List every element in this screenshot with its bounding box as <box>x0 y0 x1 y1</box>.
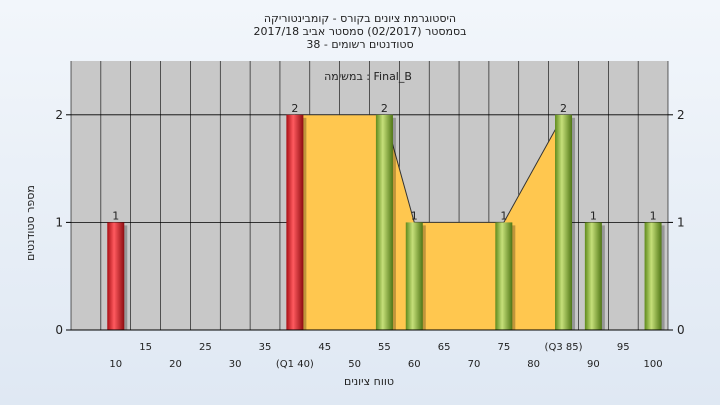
bar <box>375 114 393 330</box>
x-tick-label-top: 45 <box>318 342 331 353</box>
chart-title-line-1: היסטוגרמת ציונים בקורס - קומבינטוריקה <box>264 12 456 25</box>
x-tick-label-bottom: 20 <box>169 359 182 370</box>
x-tick-label-top: 75 <box>497 342 510 353</box>
x-tick-label-top: 65 <box>438 342 451 353</box>
y-tick-label-left: 1 <box>55 215 63 229</box>
bar-value-label: 1 <box>650 209 657 222</box>
y-axis-ticks: 0 0 1 1 2 2 <box>55 108 684 337</box>
chart-subtitle: במשימה : Final_B <box>324 70 412 83</box>
bar-value-label: 1 <box>590 209 597 222</box>
y-tick-label-right: 0 <box>677 323 685 337</box>
x-tick-label-top: 95 <box>617 342 630 353</box>
chart-title-line-2: בסמסטר (02/2017) סמסטר אביב 2017/18 <box>253 25 466 38</box>
x-tick-label-bottom: 100 <box>644 359 663 370</box>
x-tick-label-bottom: 30 <box>229 359 242 370</box>
x-tick-label-bottom: 70 <box>468 359 481 370</box>
bar-value-label: 1 <box>500 209 507 222</box>
y-tick-label-left: 2 <box>55 108 63 122</box>
x-tick-label-top: 55 <box>378 342 391 353</box>
x-tick-label-bottom: 80 <box>527 359 540 370</box>
bar-value-label: 1 <box>411 209 418 222</box>
bar-value-label: 2 <box>560 102 567 115</box>
bar-value-label: 1 <box>112 209 119 222</box>
chart-title-line-3: סטודנטים רשומים - 38 <box>306 38 413 51</box>
y-tick-label-right: 1 <box>677 215 685 229</box>
bar <box>107 222 125 330</box>
x-tick-label-top: (Q3 85) <box>545 342 583 353</box>
bars <box>107 114 665 330</box>
x-tick-label-bottom: (Q1 40) <box>276 359 314 370</box>
bar-value-label: 2 <box>291 102 298 115</box>
y-tick-label-left: 0 <box>55 323 63 337</box>
bar <box>495 222 513 330</box>
bar <box>644 222 662 330</box>
bar <box>405 222 423 330</box>
x-tick-label-bottom: 10 <box>109 359 122 370</box>
x-tick-label-bottom: 50 <box>348 359 361 370</box>
bar-value-label: 2 <box>381 102 388 115</box>
bar <box>555 114 573 330</box>
x-tick-label-top: 15 <box>139 342 152 353</box>
x-axis-ticks: 15 25 35 45 55 65 75 (Q3 85) 95 10 20 30 (Q1 40) 50 60… <box>71 329 668 370</box>
bar <box>584 222 602 330</box>
x-tick-label-bottom: 90 <box>587 359 600 370</box>
x-tick-label-top: 25 <box>199 342 212 353</box>
bar <box>286 114 304 330</box>
y-axis-label: מספר סטודנטים <box>24 185 37 261</box>
x-axis-label: טווח ציונים <box>344 375 394 388</box>
x-tick-label-top: 35 <box>259 342 272 353</box>
bar-value-labels: 1 2 2 1 1 2 1 1 <box>112 102 656 223</box>
x-tick-label-bottom: 60 <box>408 359 421 370</box>
y-tick-label-right: 2 <box>677 108 685 122</box>
